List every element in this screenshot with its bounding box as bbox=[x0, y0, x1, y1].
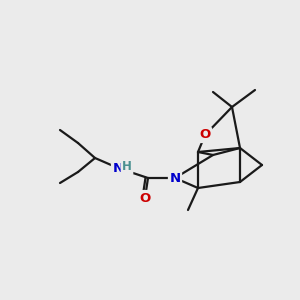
Text: O: O bbox=[140, 191, 151, 205]
Text: H: H bbox=[122, 160, 132, 173]
Text: N: N bbox=[112, 161, 124, 175]
Text: N: N bbox=[169, 172, 181, 184]
Text: O: O bbox=[200, 128, 211, 142]
